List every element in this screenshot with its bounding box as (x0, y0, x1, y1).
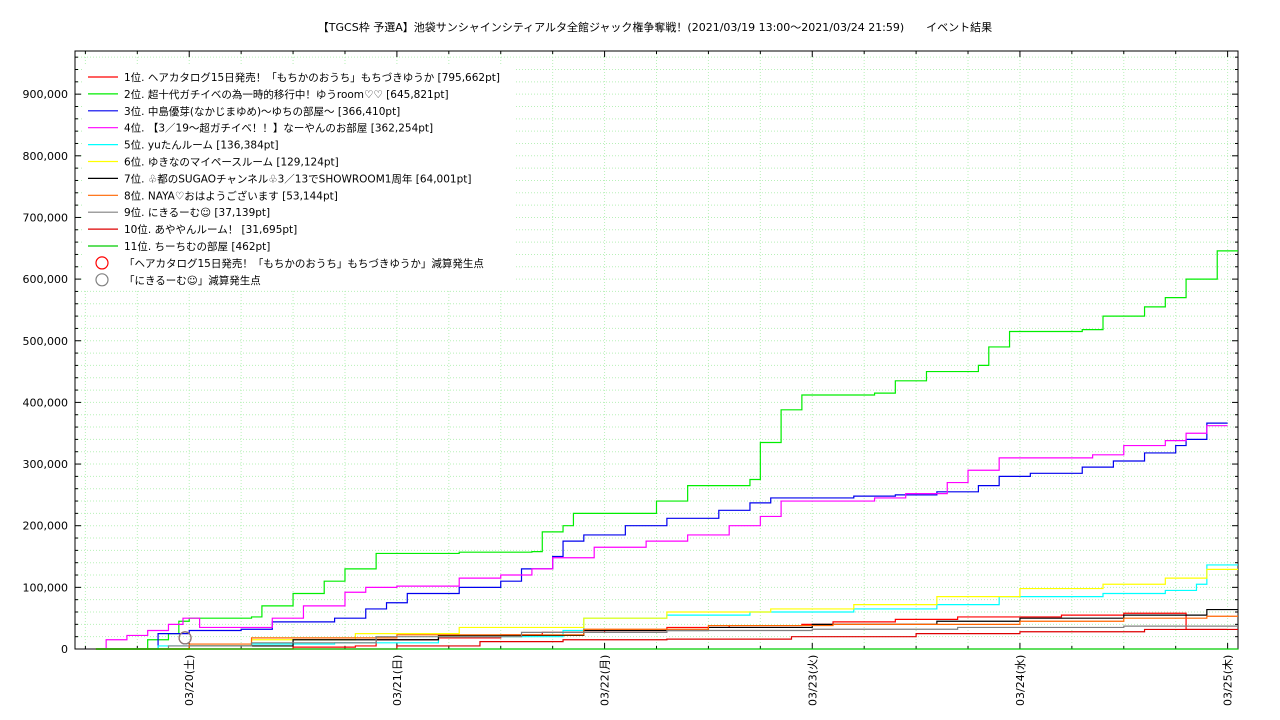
legend-label-7: 7位. ♧都のSUGAOチャンネル♧3／13でSHOWROOM1周年 [64,0… (124, 172, 471, 185)
series-lines (95, 250, 1239, 650)
y-tick-label: 800,000 (23, 150, 69, 163)
y-tick-label: 100,000 (23, 581, 69, 594)
legend: 1位. ヘアカタログ15日発売！「もちかのおうち」もちづきゆうか [795,66… (84, 66, 514, 290)
legend-marker-1 (95, 256, 109, 270)
legend-background (84, 66, 514, 290)
x-tick-label: 03/25(木) (1222, 655, 1235, 706)
legend-label-2: 2位. 超十代ガチイベの為一時的移行中！ゆうroom♡♡ [645,821pt] (124, 88, 449, 101)
reduction-marker-2 (178, 631, 192, 645)
legend-label-9: 9位. にきるーむ☺ [37,139pt] (124, 206, 270, 219)
x-tick-label: 03/24(水) (1014, 655, 1027, 706)
series-line-1 (95, 612, 1228, 650)
y-tick-label: 400,000 (23, 396, 69, 409)
x-tick-label: 03/20(土) (183, 655, 196, 706)
series-line-4 (95, 425, 1228, 650)
legend-label-10: 10位. あややんルーム！ [31,695pt] (124, 223, 297, 236)
axes: 0 100,000 200,000 300,000 400,000 500,000 600,… (23, 51, 1238, 706)
grid (75, 51, 1238, 649)
series-line-5 (95, 564, 1238, 650)
legend-label-6: 6位. ゆきなのマイペースルーム [129,124pt] (124, 156, 339, 169)
series-line-10 (95, 628, 1238, 650)
legend-label-8: 8位. NAYA♡おはようございます [53,144pt] (124, 189, 338, 202)
x-tick-label: 03/21(日) (391, 655, 404, 706)
chart-title: 【TGCS枠 予選A】池袋サンシャインシティアルタ全館ジャック権争奪戦！(202… (317, 21, 993, 34)
y-tick-label: 700,000 (23, 211, 69, 224)
legend-marker-2 (95, 273, 109, 287)
legend-marker-label-1: 「ヘアカタログ15日発売！「もちかのおうち」もちづきゆうか」減算発生点 (124, 257, 484, 270)
series-line-9 (95, 625, 1238, 650)
legend-label-5: 5位. yuたんルーム [136,384pt] (124, 139, 279, 152)
legend-marker-label-2: 「にきるーむ☺」減算発生点 (124, 274, 261, 287)
y-tick-label: 500,000 (23, 335, 69, 348)
y-tick-label: 600,000 (23, 273, 69, 286)
legend-label-1: 1位. ヘアカタログ15日発売！「もちかのおうち」もちづきゆうか [795,66… (124, 71, 500, 84)
series-line-3 (95, 422, 1228, 650)
y-tick-label: 200,000 (23, 520, 69, 533)
legend-label-3: 3位. 中島優芽(なかじまゆめ)〜ゆちの部屋〜 [366,410pt] (124, 105, 400, 118)
x-tick-label: 03/22(月) (599, 655, 612, 706)
markers (178, 631, 192, 645)
x-tick-label: 03/23(火) (806, 655, 819, 706)
legend-label-11: 11位. ちーちむの部屋 [462pt] (124, 240, 270, 253)
y-tick-label: 900,000 (23, 88, 69, 101)
legend-label-4: 4位. 【3／19〜超ガチイベ！！】なーやんのお部屋 [362,254pt] (124, 122, 433, 135)
y-tick-label: 300,000 (23, 458, 69, 471)
series-line-2 (95, 250, 1238, 650)
y-tick-label: 0 (61, 643, 68, 656)
